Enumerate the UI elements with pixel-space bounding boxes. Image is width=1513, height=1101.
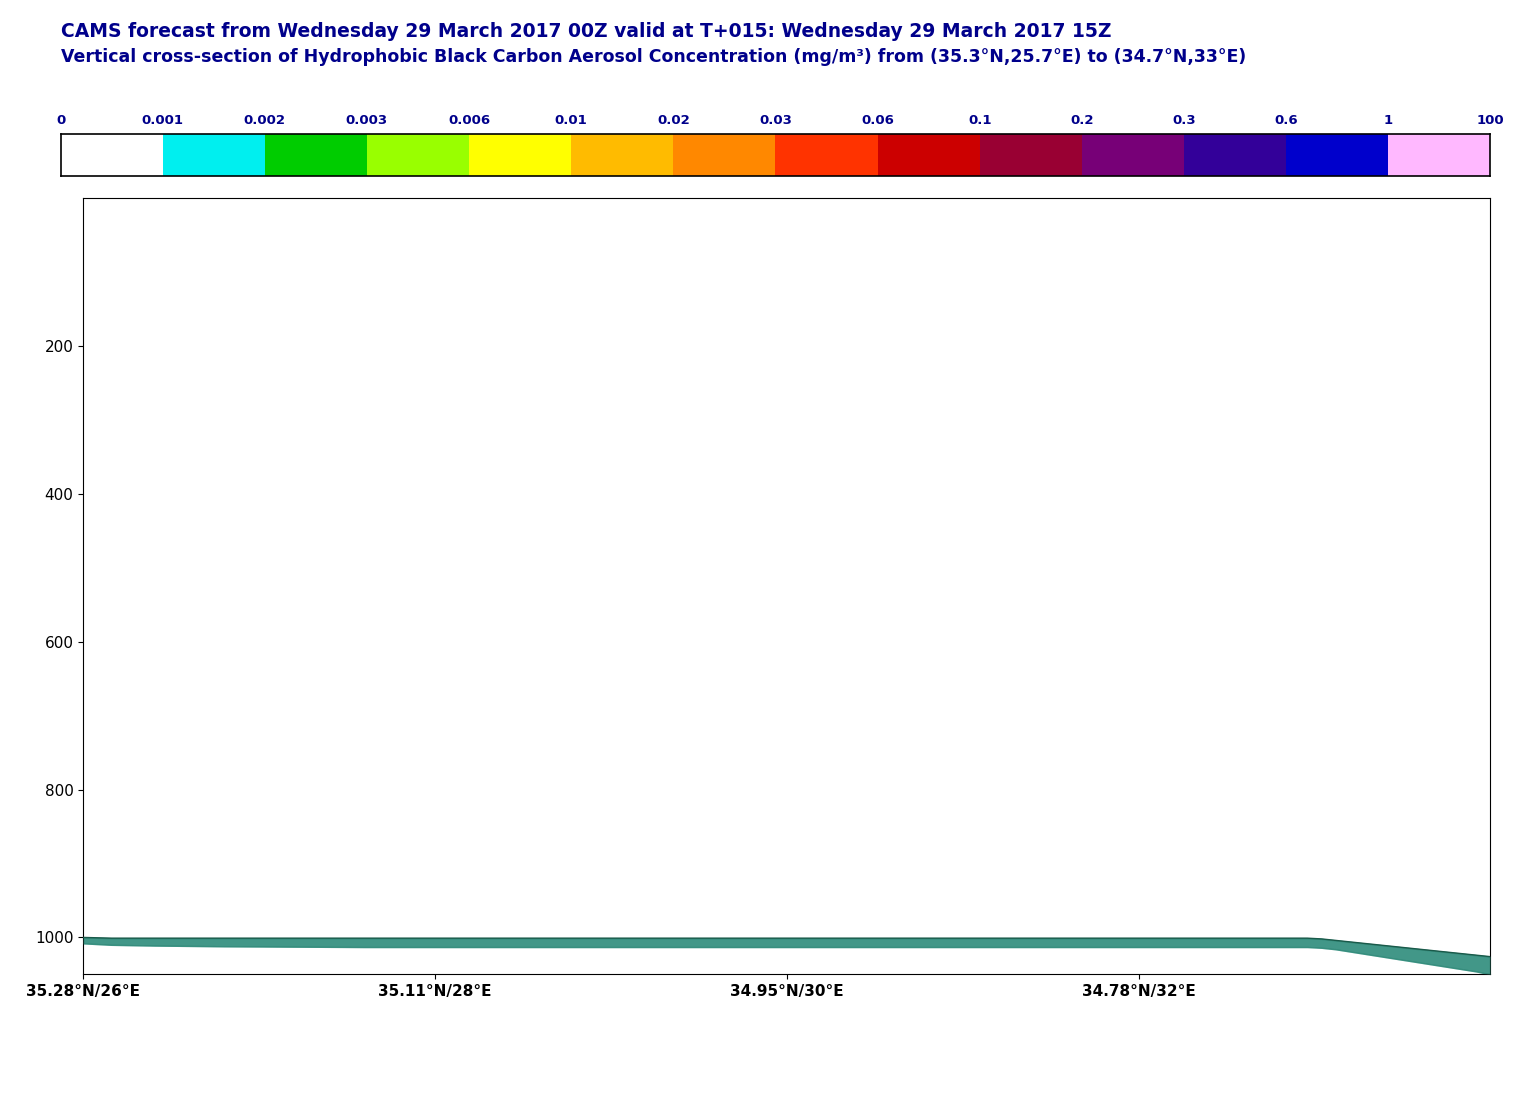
Text: CAMS forecast from Wednesday 29 March 2017 00Z valid at T+015: Wednesday 29 Marc: CAMS forecast from Wednesday 29 March 20…: [61, 22, 1111, 41]
Bar: [572, 134, 673, 176]
Bar: [1286, 134, 1389, 176]
Bar: [1185, 134, 1286, 176]
Bar: [366, 134, 469, 176]
Bar: [673, 134, 775, 176]
Bar: [775, 134, 878, 176]
Text: 0.01: 0.01: [555, 113, 587, 127]
Bar: [163, 134, 265, 176]
Text: 0.2: 0.2: [1070, 113, 1094, 127]
Bar: [878, 134, 979, 176]
Text: 0.001: 0.001: [142, 113, 183, 127]
Text: 0.6: 0.6: [1274, 113, 1298, 127]
Text: 0.003: 0.003: [346, 113, 387, 127]
Text: 100: 100: [1477, 113, 1504, 127]
Bar: [1082, 134, 1185, 176]
Bar: [61, 134, 163, 176]
Text: Vertical cross-section of Hydrophobic Black Carbon Aerosol Concentration (mg/m³): Vertical cross-section of Hydrophobic Bl…: [61, 48, 1245, 66]
Bar: [469, 134, 570, 176]
Text: 0.1: 0.1: [968, 113, 991, 127]
Text: 1: 1: [1383, 113, 1393, 127]
Bar: [979, 134, 1082, 176]
Bar: [265, 134, 366, 176]
Text: 0.06: 0.06: [861, 113, 894, 127]
Text: 0.006: 0.006: [448, 113, 490, 127]
Text: 0: 0: [56, 113, 65, 127]
Text: 0.3: 0.3: [1173, 113, 1195, 127]
Bar: [1389, 134, 1490, 176]
Text: 0.002: 0.002: [244, 113, 286, 127]
Text: 0.03: 0.03: [760, 113, 791, 127]
Text: 0.02: 0.02: [657, 113, 690, 127]
